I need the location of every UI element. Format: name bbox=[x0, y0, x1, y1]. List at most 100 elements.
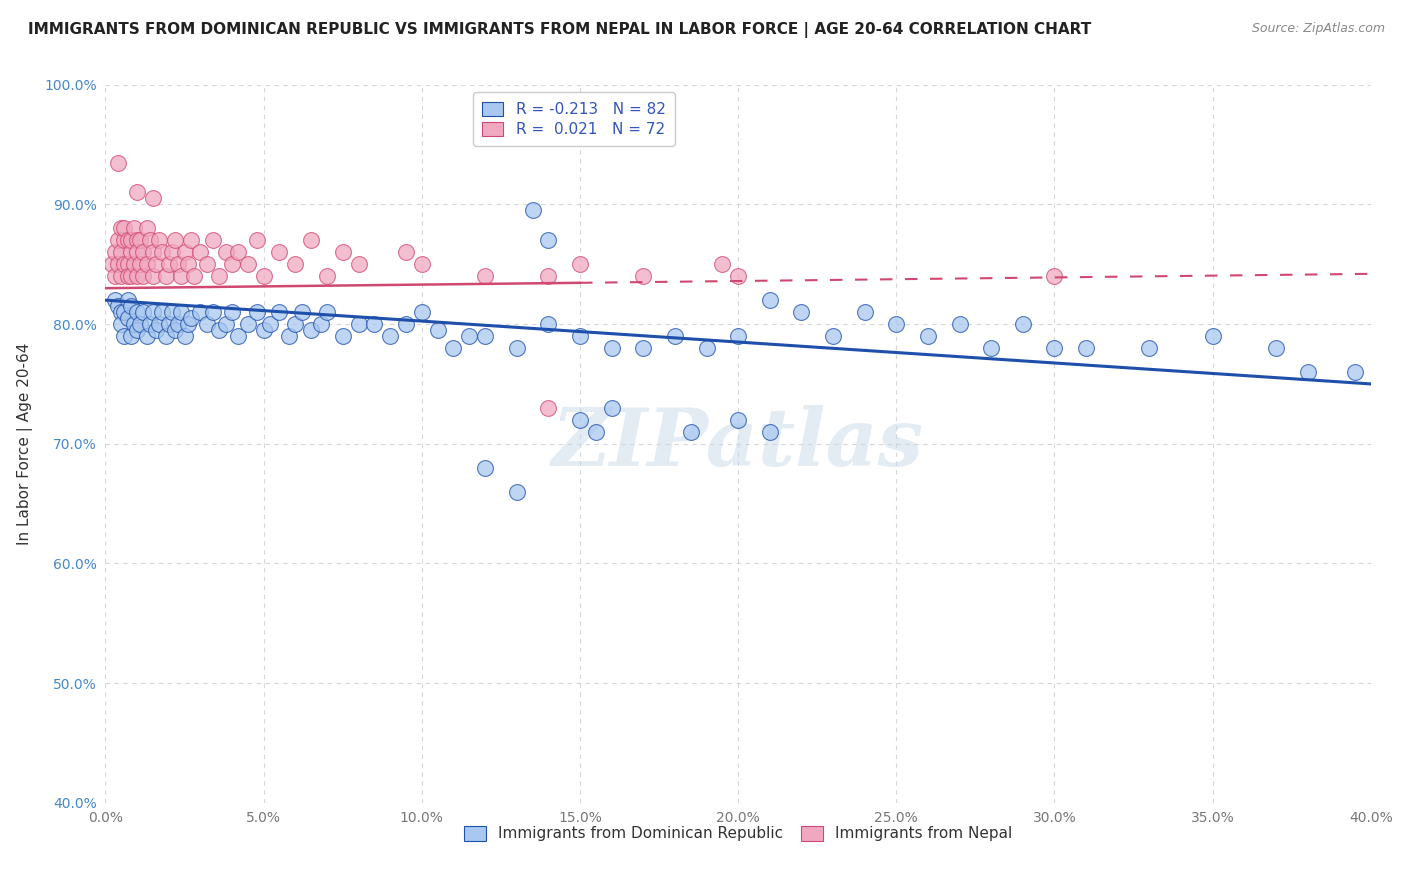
Point bbox=[145, 257, 167, 271]
Point bbox=[221, 257, 243, 271]
Point bbox=[148, 317, 170, 331]
Point bbox=[114, 233, 135, 247]
Point bbox=[132, 269, 155, 284]
Point bbox=[411, 257, 433, 271]
Point bbox=[315, 305, 337, 319]
Point bbox=[506, 341, 529, 355]
Point bbox=[188, 245, 211, 260]
Point bbox=[474, 329, 496, 343]
Point bbox=[117, 269, 139, 284]
Point bbox=[120, 245, 142, 260]
Point bbox=[441, 341, 464, 355]
Point bbox=[170, 269, 193, 284]
Point bbox=[236, 257, 259, 271]
Point bbox=[1265, 341, 1288, 355]
Point bbox=[506, 484, 529, 499]
Point bbox=[1139, 341, 1161, 355]
Point bbox=[122, 257, 145, 271]
Point bbox=[157, 257, 180, 271]
Point bbox=[110, 245, 132, 260]
Point bbox=[1201, 329, 1223, 343]
Point bbox=[117, 257, 139, 271]
Point bbox=[107, 257, 129, 271]
Point bbox=[110, 317, 132, 331]
Point bbox=[160, 305, 183, 319]
Point bbox=[537, 317, 560, 331]
Text: Source: ZipAtlas.com: Source: ZipAtlas.com bbox=[1251, 22, 1385, 36]
Point bbox=[347, 257, 370, 271]
Point bbox=[253, 269, 276, 284]
Point bbox=[378, 329, 402, 343]
Point bbox=[284, 257, 307, 271]
Point bbox=[138, 233, 162, 247]
Point bbox=[132, 245, 155, 260]
Point bbox=[188, 305, 211, 319]
Point bbox=[114, 329, 135, 343]
Point bbox=[727, 269, 749, 284]
Text: ZIPatlas: ZIPatlas bbox=[553, 405, 924, 483]
Point bbox=[127, 245, 149, 260]
Point bbox=[127, 305, 149, 319]
Point bbox=[363, 317, 385, 331]
Point bbox=[110, 305, 132, 319]
Point bbox=[696, 341, 718, 355]
Point bbox=[917, 329, 939, 343]
Point bbox=[537, 233, 560, 247]
Point bbox=[107, 155, 129, 169]
Point bbox=[259, 317, 281, 331]
Point bbox=[426, 323, 449, 337]
Point bbox=[269, 245, 291, 260]
Point bbox=[633, 341, 655, 355]
Point bbox=[152, 305, 174, 319]
Point bbox=[138, 317, 162, 331]
Point bbox=[585, 425, 607, 439]
Point bbox=[395, 245, 418, 260]
Point bbox=[135, 257, 157, 271]
Point bbox=[246, 305, 269, 319]
Point bbox=[299, 233, 322, 247]
Text: IMMIGRANTS FROM DOMINICAN REPUBLIC VS IMMIGRANTS FROM NEPAL IN LABOR FORCE | AGE: IMMIGRANTS FROM DOMINICAN REPUBLIC VS IM… bbox=[28, 22, 1091, 38]
Point bbox=[395, 317, 418, 331]
Point bbox=[711, 257, 734, 271]
Point bbox=[114, 221, 135, 235]
Point bbox=[332, 329, 354, 343]
Point bbox=[228, 245, 250, 260]
Point bbox=[458, 329, 481, 343]
Point bbox=[104, 269, 127, 284]
Point bbox=[177, 317, 200, 331]
Point bbox=[600, 401, 623, 415]
Point bbox=[107, 299, 129, 313]
Point bbox=[759, 425, 782, 439]
Point bbox=[315, 269, 337, 284]
Point bbox=[167, 257, 190, 271]
Point bbox=[157, 317, 180, 331]
Point bbox=[1344, 365, 1367, 379]
Point bbox=[411, 305, 433, 319]
Point bbox=[129, 257, 152, 271]
Point bbox=[142, 245, 165, 260]
Point bbox=[117, 293, 139, 307]
Point bbox=[127, 323, 149, 337]
Point bbox=[284, 317, 307, 331]
Point bbox=[180, 311, 202, 326]
Point bbox=[759, 293, 782, 307]
Point bbox=[127, 186, 149, 200]
Point bbox=[236, 317, 259, 331]
Point bbox=[122, 317, 145, 331]
Point bbox=[110, 269, 132, 284]
Point bbox=[117, 311, 139, 326]
Point bbox=[347, 317, 370, 331]
Point bbox=[155, 269, 177, 284]
Point bbox=[664, 329, 686, 343]
Point bbox=[214, 245, 236, 260]
Point bbox=[202, 305, 225, 319]
Point bbox=[120, 329, 142, 343]
Point bbox=[142, 269, 165, 284]
Point bbox=[114, 305, 135, 319]
Point bbox=[120, 233, 142, 247]
Point bbox=[195, 257, 218, 271]
Point bbox=[202, 233, 225, 247]
Point bbox=[727, 329, 749, 343]
Point bbox=[127, 233, 149, 247]
Point bbox=[1043, 341, 1066, 355]
